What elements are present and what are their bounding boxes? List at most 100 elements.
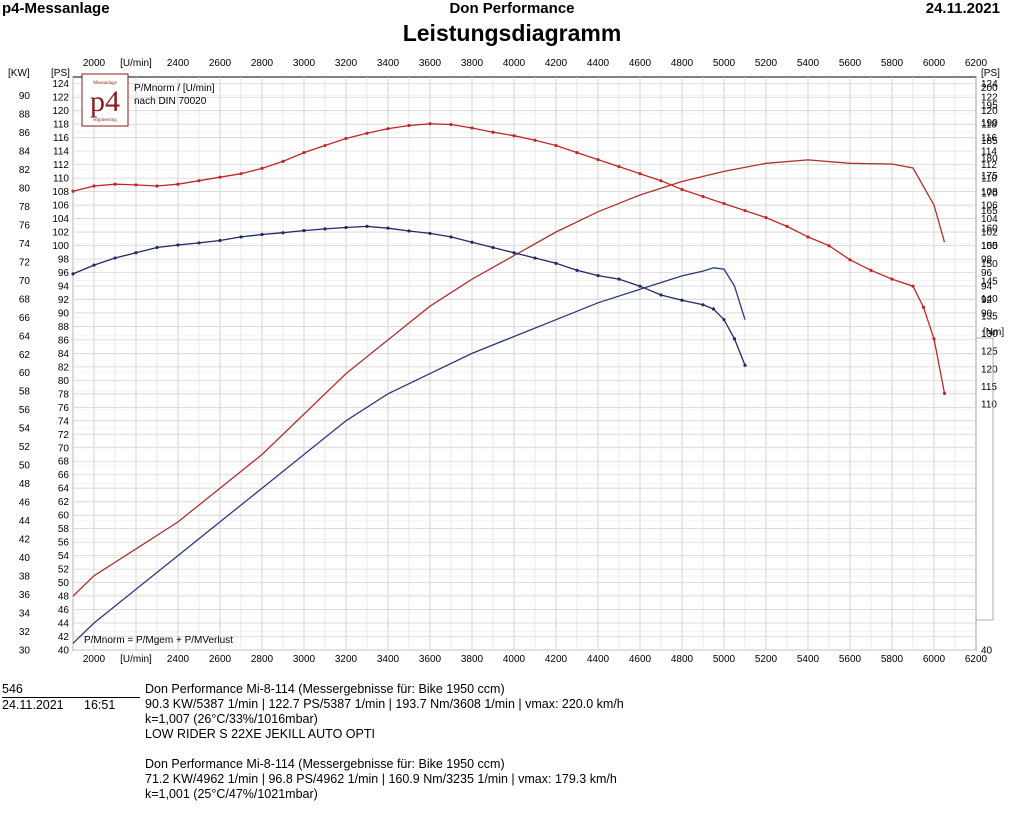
series-2-point [722, 201, 726, 206]
series-4-point [155, 245, 159, 250]
x-tick-label-top: 4400 [587, 58, 610, 69]
ps-tick-label-left: 120 [52, 106, 69, 117]
series-4-point [386, 226, 390, 230]
series-2-point [407, 123, 411, 128]
series-2-point [942, 391, 947, 395]
logo-caption: engineering [93, 118, 117, 123]
nm-tick-label: 180 [981, 153, 998, 164]
ps-tick-label-left: 58 [58, 524, 70, 535]
x-tick-label-top: 5600 [839, 58, 862, 69]
ps-tick-label-left: 62 [58, 497, 70, 508]
series-2-point [575, 150, 579, 155]
ps-tick-label-right: 110 [981, 174, 997, 185]
series-4-point [575, 268, 579, 272]
ps-tick-label-left: 44 [58, 619, 70, 630]
series-4-point [134, 251, 138, 255]
company-name: Don Performance [449, 0, 575, 17]
series-4-point [732, 337, 737, 341]
x-tick-label-bottom: 5600 [839, 654, 862, 665]
nm-tick-label: 200 [981, 83, 998, 94]
run-date: 24.11.2021 [2, 698, 64, 712]
kw-tick-label: 38 [19, 572, 31, 583]
kw-tick-label: 30 [19, 646, 31, 657]
nm-tick-label: 125 [981, 347, 998, 358]
kw-tick-label: 42 [19, 535, 31, 546]
ps-tick-label-right: 114 [981, 147, 997, 158]
series-2-point [71, 189, 75, 193]
ps-tick-label-left: 84 [58, 349, 70, 360]
kw-tick-label: 34 [19, 609, 31, 620]
x-tick-label-top: 6200 [965, 58, 988, 69]
ps-tick-label-left: 82 [58, 362, 70, 373]
series-4-point [638, 284, 642, 288]
result-2-line-3: k=1,001 (25°C/47%/1021mbar) [145, 787, 318, 801]
ps-tick-label-right: 104 [981, 214, 998, 225]
series-4-point [470, 240, 474, 244]
ps-tick-label-left: 76 [58, 403, 70, 414]
x-tick-label-bottom: 3800 [461, 654, 484, 665]
kw-tick-label: 36 [19, 590, 31, 601]
kw-tick-label: 82 [19, 165, 31, 176]
logo-mark: p4 [90, 85, 120, 118]
series-4-point [617, 277, 621, 281]
x-tick-label-bottom: 5800 [881, 654, 904, 665]
x-tick-label-bottom: 2400 [167, 654, 190, 665]
plot-area [71, 122, 947, 644]
series-2-point [890, 277, 894, 281]
legend-line-2: nach DIN 70020 [134, 96, 207, 107]
x-tick-label-top: 3400 [377, 58, 400, 69]
kw-tick-label: 88 [19, 109, 31, 120]
x-tick-label-bottom: 4000 [503, 654, 526, 665]
nm-tick-label: 185 [981, 136, 998, 147]
ps-tick-label-left: 106 [52, 201, 69, 212]
ps-tick-label-right: 90 [981, 308, 993, 319]
kw-tick-label: 90 [19, 91, 31, 102]
series-2-torque-curve [72, 123, 946, 394]
nm-tick-label: 190 [981, 118, 998, 129]
kw-tick-label: 62 [19, 350, 31, 361]
ps-tick-label-right: 98 [981, 255, 993, 266]
series-2-point [921, 305, 926, 309]
kw-tick-label: 64 [19, 331, 31, 342]
run-id: 546 [2, 682, 23, 696]
kw-tick-label: 44 [19, 516, 31, 527]
series-2-point [659, 179, 663, 183]
series-2-point [911, 284, 915, 288]
series-4-point [711, 307, 716, 311]
series-2-point [344, 136, 348, 141]
nm-tick-label: 160 [981, 224, 998, 235]
series-2-point [512, 134, 516, 138]
series-2-point [239, 172, 243, 176]
ps-tick-label-left: 92 [58, 295, 70, 306]
result-1-line-3: k=1,007 (26°C/33%/1016mbar) [145, 712, 318, 726]
ps-tick-label-right: 92 [981, 295, 993, 306]
nm-tick-label: 140 [981, 294, 998, 305]
series-2-point [869, 268, 873, 272]
ps-tick-label-right: 102 [981, 228, 998, 239]
kw-tick-label: 70 [19, 276, 31, 287]
run-time: 16:51 [84, 698, 116, 712]
x-axis-label: [U/min] [120, 654, 152, 665]
x-tick-label-top: 3000 [293, 58, 316, 69]
ps-tick-label-left: 88 [58, 322, 70, 333]
series-4-point [218, 238, 222, 243]
axes: 2000 2000 2400 2400 2600 2600 2800 2800 3000 3000… [8, 58, 1004, 665]
kw-tick-label: 48 [19, 479, 31, 490]
series-2-point [176, 182, 180, 186]
series-2-point [827, 244, 831, 248]
ps-tick-label-left: 80 [58, 376, 70, 387]
ps-tick-label-left: 112 [53, 160, 69, 171]
x-tick-label-bottom: 5000 [713, 654, 736, 665]
x-tick-label-top: 3600 [419, 58, 442, 69]
result-block-1: Don Performance Mi-8-114 (Messergebnisse… [145, 682, 624, 742]
series-4-point [113, 256, 117, 260]
result-1-line-1: Don Performance Mi-8-114 (Messergebnisse… [145, 682, 505, 696]
series-4-point [701, 303, 705, 307]
kw-tick-label: 78 [19, 202, 31, 213]
x-tick-label-bottom: 4200 [545, 654, 568, 665]
series-4-point [176, 243, 180, 247]
nm-tick-label: 135 [981, 312, 998, 323]
series-2-point [680, 187, 684, 192]
ps-tick-label-left: 118 [53, 120, 69, 131]
ps-tick-label-left: 72 [58, 430, 70, 441]
